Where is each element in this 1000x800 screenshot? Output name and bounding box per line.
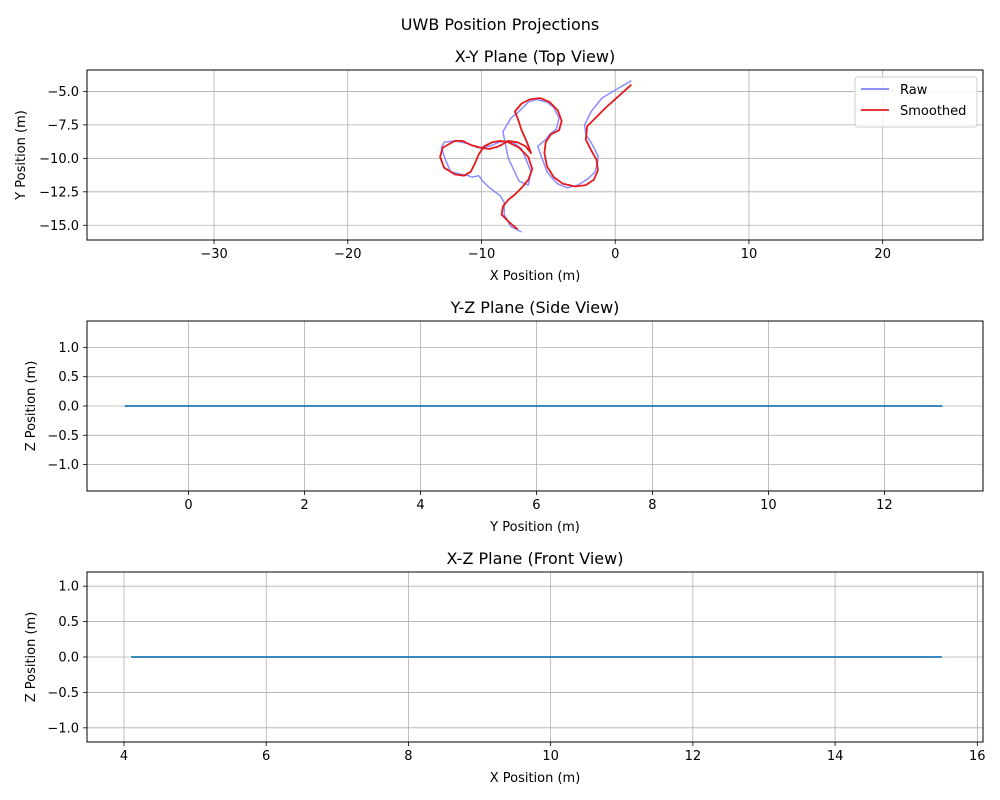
subplot-2: 0 2 4 6 8 10 12 −1.0 −0.5 0.0 0.5 1.0 Y-Z Plane (Sid… [24,298,984,535]
x-tick-label: −10 [468,247,495,262]
y-tick-label: −12.5 [39,185,79,200]
y-tick-label: 0.0 [58,651,79,666]
x-tick-label: 12 [685,749,702,764]
y-tick-label: −7.5 [47,118,79,133]
x-tick-label: 2 [300,498,308,513]
x-axis-label: X Position (m) [490,269,581,284]
y-axis-label: Z Position (m) [24,361,39,452]
y-tick-label: −15.0 [39,219,79,234]
figure-title: UWB Position Projections [401,15,599,34]
x-tick-label: 8 [404,749,412,764]
series-line-raw [440,80,632,233]
subplot-3: 4 6 8 10 12 14 16 −1.0 −0.5 0.0 0.5 1.0 X-Z Plane (F… [24,549,986,786]
legend-label-raw: Raw [900,83,928,98]
legend-label-smoothed: Smoothed [900,104,966,119]
y-tick-label: 1.0 [58,580,79,595]
charts-container: −30 −20 −10 0 10 20−15.0−12.5−10.0−7.5−5.0X-Y… [14,47,986,786]
x-tick-label: 8 [648,498,656,513]
y-tick-label: 0.5 [58,615,79,630]
x-axis-label: X Position (m) [490,771,581,786]
x-tick-label: 0 [611,247,619,262]
subplot-1: −30 −20 −10 0 10 20 −15.0 −12.5 −10.0 −7.5 −5.0 X-Y… [14,47,984,284]
y-tick-label: −1.0 [47,721,79,736]
x-tick-label: 0 [184,498,192,513]
y-tick-label: −0.5 [47,686,79,701]
x-tick-label: −30 [200,247,227,262]
y-tick-label: −1.0 [47,458,79,473]
x-tick-label: 4 [120,749,128,764]
y-axis-label: Z Position (m) [24,612,39,703]
subplot-title: X-Y Plane (Top View) [455,47,615,66]
subplot-title: X-Z Plane (Front View) [447,549,624,568]
x-tick-label: 4 [416,498,424,513]
x-tick-label: 10 [760,498,777,513]
x-tick-label: 6 [262,749,270,764]
x-tick-label: 14 [827,749,844,764]
y-tick-label: 0.5 [58,370,79,385]
x-tick-label: 20 [874,247,891,262]
y-tick-label: −5.0 [47,85,79,100]
y-tick-label: −0.5 [47,429,79,444]
y-tick-label: −10.0 [39,152,79,167]
x-tick-label: 16 [969,749,986,764]
y-tick-label: 0.0 [58,400,79,415]
x-tick-label: 10 [542,749,559,764]
x-tick-label: −20 [334,247,361,262]
x-tick-label: 6 [532,498,540,513]
axes-frame [86,69,984,241]
legend: Raw Smoothed [854,76,978,128]
y-axis-label: Y Position (m) [14,110,29,201]
subplot-title: Y-Z Plane (Side View) [450,298,620,317]
series-line-smoothed [439,84,632,230]
x-tick-label: 12 [876,498,893,513]
x-tick-label: 10 [741,247,758,262]
x-axis-label: Y Position (m) [489,520,580,535]
y-tick-label: 1.0 [58,341,79,356]
